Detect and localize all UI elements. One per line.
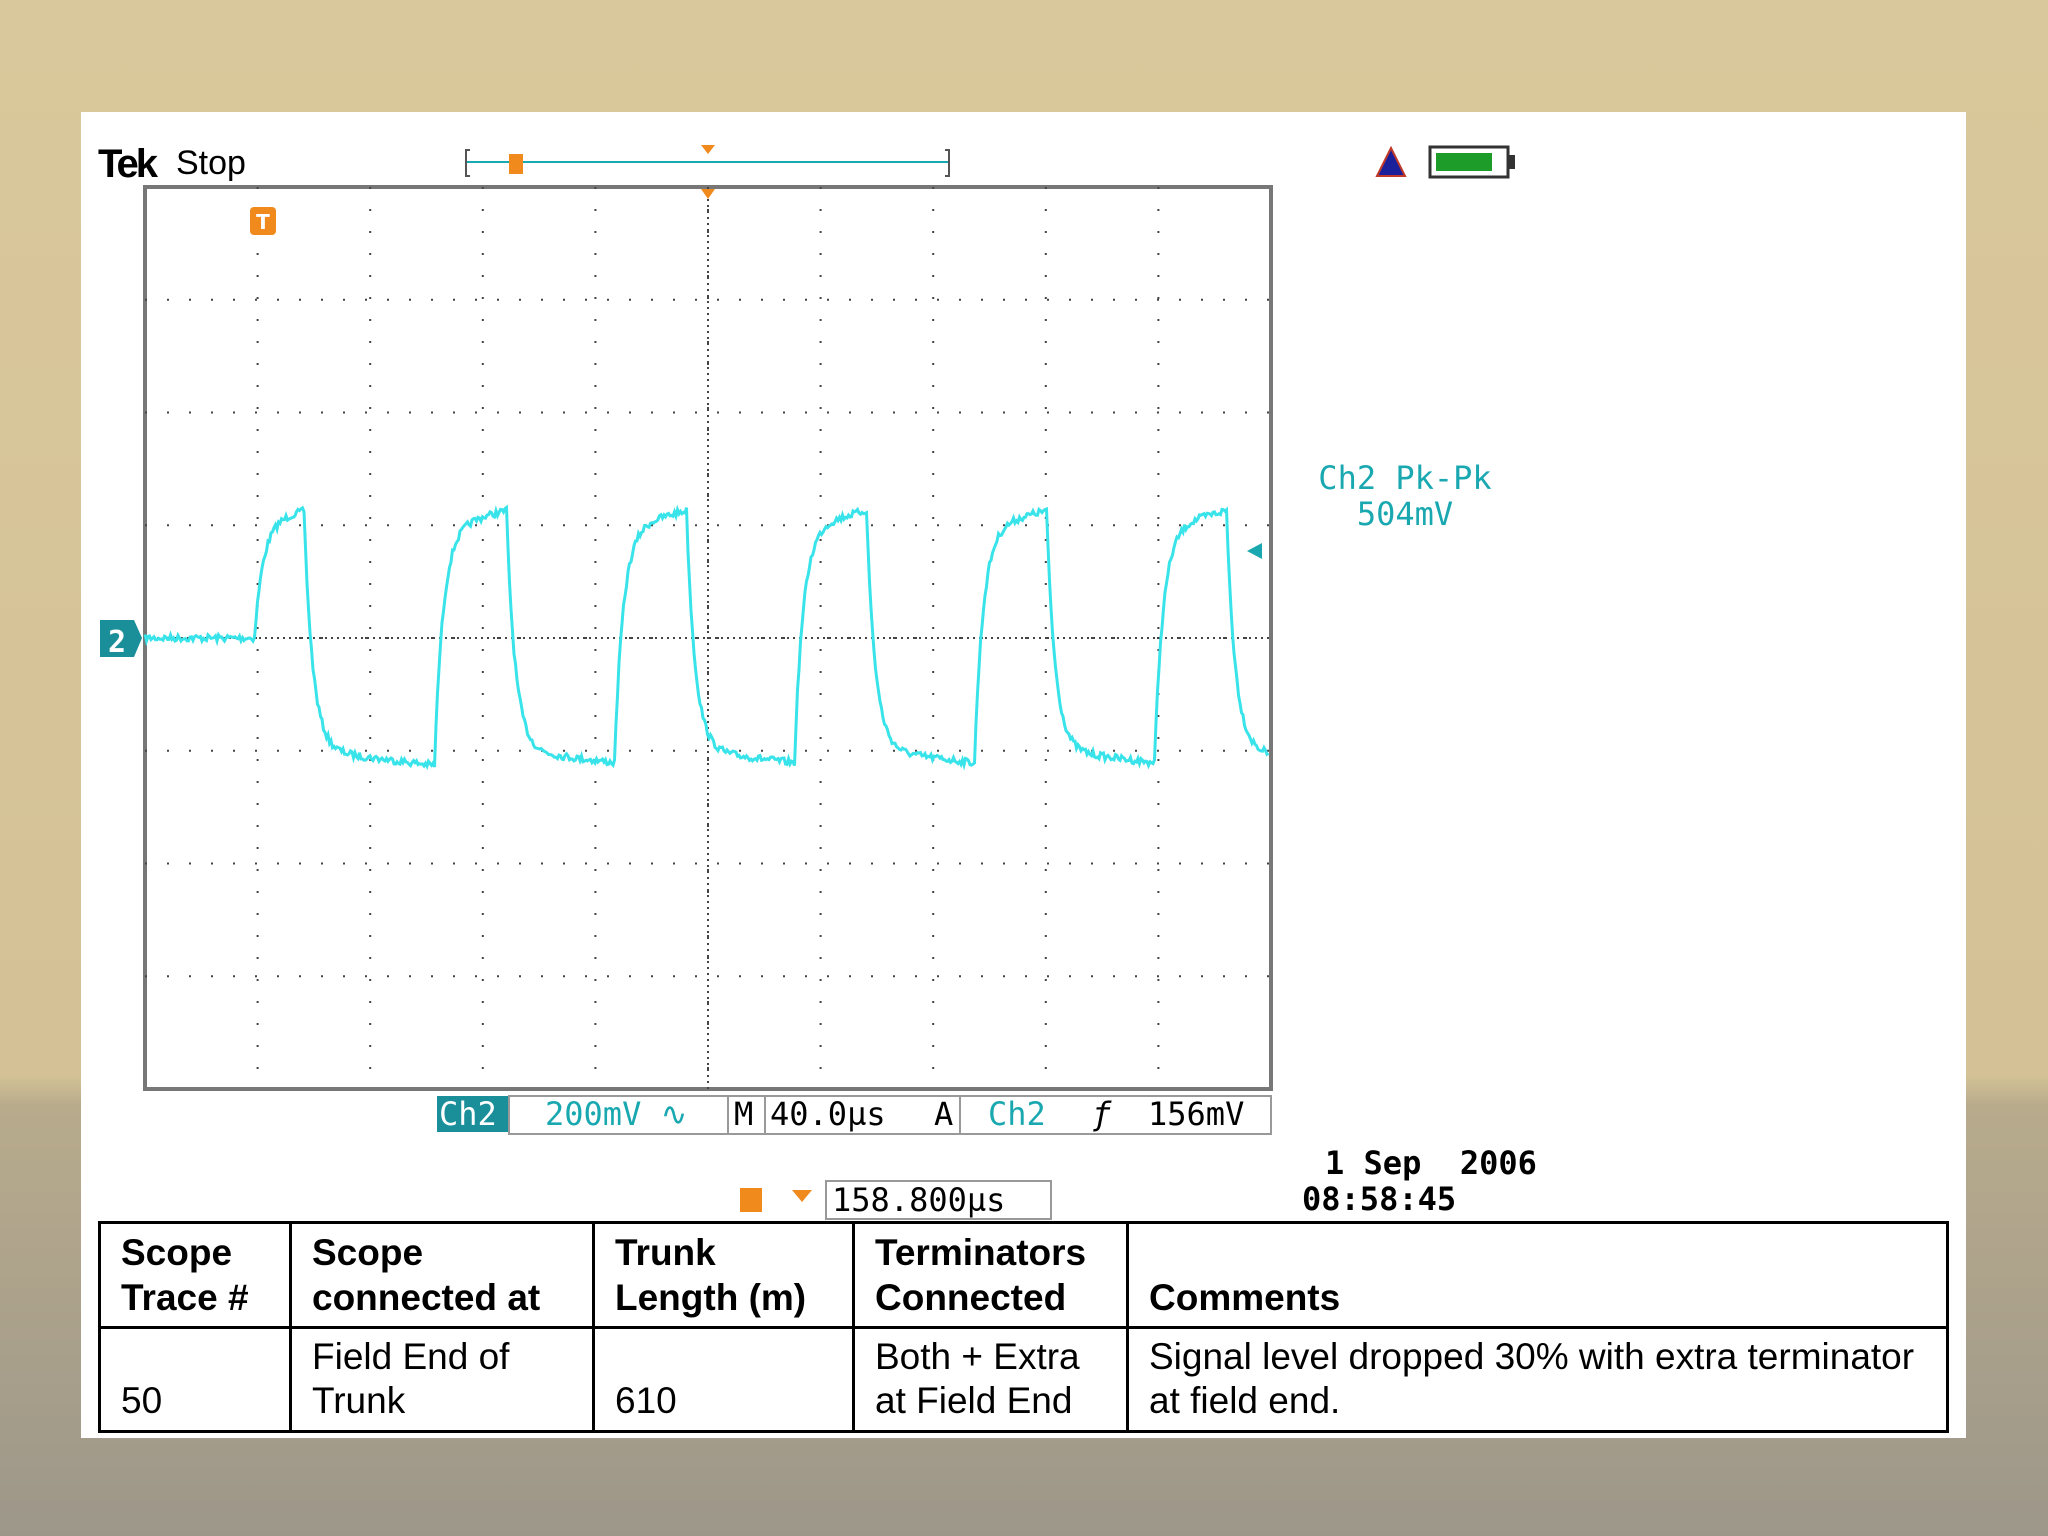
trigger-pos-arrow [792, 1190, 812, 1202]
status: Stop [176, 144, 246, 182]
channel-marker: 2 [108, 625, 126, 660]
readout-channel: Ch2 [439, 1095, 497, 1133]
trigger-pos-icon [740, 1188, 762, 1212]
header-cell: Scope Trace # [98, 1221, 292, 1329]
results-table: Scope Trace # Scope connected at Trunk L… [98, 1221, 1949, 1433]
readout-time-scale: 40.0µs [770, 1095, 886, 1133]
channel-readout-box [437, 1096, 509, 1132]
cell: Both + Extra at Field End [852, 1326, 1129, 1433]
level-arrow [1247, 543, 1262, 559]
channel-marker-box [100, 620, 134, 657]
cell: 610 [592, 1326, 855, 1433]
readout-trigger-prefix: A [934, 1095, 954, 1133]
header-cell: Scope connected at [289, 1221, 595, 1329]
data-row: 50 Field End of Trunk 610 Both + Extra a… [98, 1326, 1949, 1433]
measurement-label: Ch2 Pk-Pk [1318, 459, 1492, 497]
trigger-marker-box [250, 207, 276, 235]
record-bracket [465, 149, 950, 177]
channel-marker-tip [134, 620, 142, 657]
trigger-marker: T [256, 210, 270, 234]
battery-tip [1508, 155, 1515, 169]
time: 08:58:45 [1302, 1180, 1457, 1218]
waveform [143, 504, 1270, 771]
header-cell: Terminators Connected [852, 1221, 1129, 1329]
cell: Field End of Trunk [289, 1326, 595, 1433]
readout-scale: 200mV ∿ [545, 1095, 688, 1133]
readout-frame [508, 1095, 1272, 1135]
measurement-value: 504mV [1356, 495, 1454, 533]
date: 1 Sep 2006 [1325, 1144, 1537, 1182]
trigger-arrow [701, 145, 715, 199]
readout-trigger-slope: ƒ [1092, 1095, 1112, 1133]
cell: Signal level dropped 30% with extra term… [1126, 1326, 1949, 1433]
header-row: Scope Trace # Scope connected at Trunk L… [98, 1221, 1949, 1329]
header-cell: Comments [1126, 1221, 1949, 1329]
trigger-pos-frame [825, 1180, 1052, 1220]
header-cell: Trunk Length (m) [592, 1221, 855, 1329]
readout-trigger-channel: Ch2 [988, 1095, 1046, 1133]
battery-level [1436, 153, 1492, 171]
warning-icon [1375, 145, 1407, 177]
trigger-pos-mark [509, 154, 523, 174]
trigger-position: 158.800µs [832, 1181, 1006, 1219]
readout-trigger-level: 156mV [1148, 1095, 1245, 1133]
brand: Tek [98, 142, 158, 186]
cell: 50 [98, 1326, 292, 1433]
readout-time-prefix: M [734, 1095, 754, 1133]
